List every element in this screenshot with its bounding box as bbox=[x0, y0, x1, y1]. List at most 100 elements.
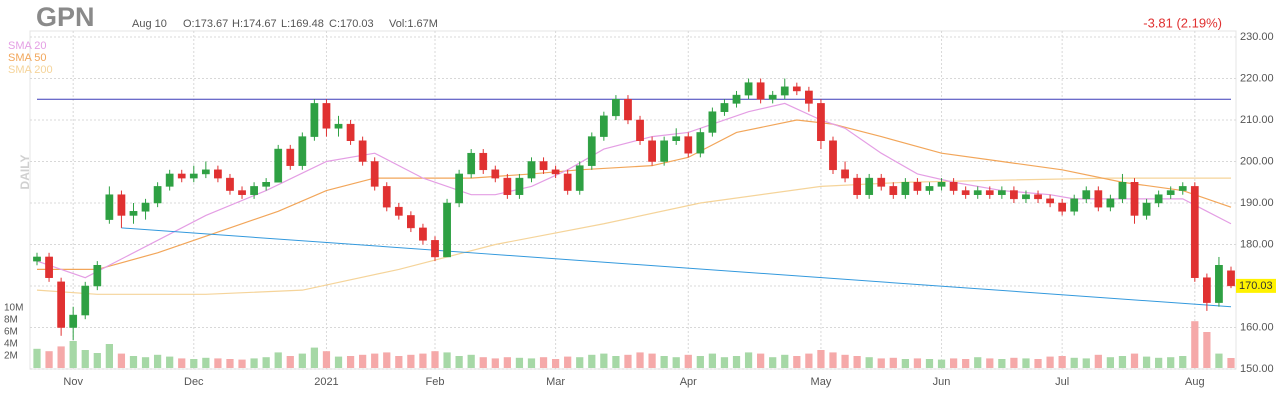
volume-bar bbox=[986, 358, 994, 368]
candle-body bbox=[925, 186, 934, 191]
y-tick-label: 200.00 bbox=[1240, 155, 1274, 167]
volume-bar bbox=[33, 348, 41, 368]
y-tick-label: 160.00 bbox=[1240, 321, 1274, 333]
candle-body bbox=[563, 173, 572, 191]
candle-body bbox=[334, 123, 343, 129]
candle-body bbox=[660, 140, 669, 162]
volume-bar bbox=[962, 359, 970, 368]
candle-body bbox=[382, 186, 391, 208]
volume-bar bbox=[841, 354, 849, 368]
volume-bar bbox=[455, 356, 463, 368]
legend-entry: SMA 50 bbox=[8, 52, 47, 64]
candle-body bbox=[949, 182, 958, 191]
volume-bar bbox=[310, 347, 319, 368]
y-tick-label: 210.00 bbox=[1240, 114, 1274, 126]
candle-body bbox=[33, 256, 41, 262]
volume-bar bbox=[105, 344, 113, 368]
candle-body bbox=[1203, 277, 1211, 303]
volume-bar bbox=[346, 356, 355, 368]
candle-body bbox=[744, 82, 753, 96]
volume-bar bbox=[648, 353, 656, 368]
candle-body bbox=[1106, 198, 1115, 208]
candle-body bbox=[346, 123, 355, 142]
volume-bar bbox=[913, 358, 922, 368]
volume-bar bbox=[696, 356, 704, 368]
sma-line bbox=[36, 102, 1232, 279]
candle-body bbox=[913, 182, 922, 191]
candle-body bbox=[708, 111, 717, 133]
x-tick-label: 2021 bbox=[314, 376, 338, 388]
volume-bar bbox=[1094, 354, 1102, 368]
candle-body bbox=[599, 115, 608, 137]
volume-bar bbox=[274, 352, 282, 368]
candle-body bbox=[238, 190, 246, 195]
volume-bar bbox=[81, 350, 89, 368]
change: -3.81 (2.19%) bbox=[1143, 15, 1222, 30]
candle-body bbox=[419, 227, 427, 241]
candle-body bbox=[817, 103, 825, 141]
candle-body bbox=[358, 140, 367, 162]
volume-bar bbox=[539, 357, 548, 368]
candle-body bbox=[805, 90, 813, 104]
candle-body bbox=[889, 186, 898, 195]
x-tick-label: Jun bbox=[933, 376, 951, 388]
candle-body bbox=[274, 148, 283, 183]
candle-body bbox=[1142, 202, 1151, 216]
candle-body bbox=[201, 169, 210, 175]
candle-body bbox=[829, 140, 837, 171]
volume-bar bbox=[298, 353, 306, 368]
candle-body bbox=[515, 177, 524, 195]
volume-bar bbox=[359, 354, 367, 368]
sma-line bbox=[36, 177, 1231, 295]
volume-bar bbox=[1070, 357, 1078, 368]
candle-body bbox=[551, 169, 560, 175]
candle-body bbox=[1118, 182, 1127, 200]
volume-bar bbox=[925, 359, 934, 368]
candle-body bbox=[1154, 194, 1163, 204]
volume-bar bbox=[1106, 357, 1115, 368]
volume-bar bbox=[491, 358, 499, 368]
candle-body bbox=[1034, 194, 1042, 200]
y-tick-label: 220.00 bbox=[1240, 72, 1274, 84]
volume-bar bbox=[214, 358, 222, 368]
volume-bar bbox=[769, 357, 777, 368]
y-tick-label: 150.00 bbox=[1240, 363, 1274, 375]
x-tick-label: Nov bbox=[63, 376, 83, 388]
volume-bar bbox=[1142, 356, 1151, 368]
volume-bar bbox=[1167, 357, 1175, 368]
volume-bar bbox=[443, 352, 451, 368]
candle-body bbox=[877, 177, 886, 187]
candle-body bbox=[997, 190, 1006, 195]
volume-tick-label: 6M bbox=[4, 327, 18, 338]
volume-bar bbox=[153, 354, 162, 368]
volume-bar bbox=[190, 359, 198, 368]
y-tick-label: 190.00 bbox=[1240, 197, 1274, 209]
volume-bar bbox=[672, 357, 680, 368]
candle-body bbox=[973, 190, 982, 195]
volume-bar bbox=[612, 356, 620, 368]
high: H:174.67 bbox=[232, 18, 277, 30]
plot-frame bbox=[29, 30, 1237, 370]
volume-bar bbox=[383, 352, 391, 368]
candle-body bbox=[1082, 190, 1091, 200]
candle-body bbox=[69, 314, 78, 328]
candle-body bbox=[479, 152, 488, 171]
volume-bar bbox=[576, 357, 584, 368]
candle-body bbox=[165, 173, 174, 187]
volume-bar bbox=[901, 359, 909, 368]
candle-body bbox=[455, 173, 463, 204]
volume-bar bbox=[1118, 356, 1127, 368]
ticker: GPN bbox=[36, 2, 95, 32]
last-price-box bbox=[1236, 278, 1276, 293]
volume-bar bbox=[600, 353, 608, 368]
volume-bar bbox=[515, 357, 524, 368]
volume-bar bbox=[129, 356, 138, 368]
volume-bar bbox=[829, 352, 837, 368]
volume-tick-label: 4M bbox=[4, 339, 18, 350]
candle-body bbox=[1227, 270, 1235, 287]
volume-bar bbox=[998, 359, 1006, 368]
legend-entry: SMA 20 bbox=[8, 40, 47, 52]
volume-bar bbox=[744, 352, 753, 368]
candle-body bbox=[1215, 265, 1223, 303]
